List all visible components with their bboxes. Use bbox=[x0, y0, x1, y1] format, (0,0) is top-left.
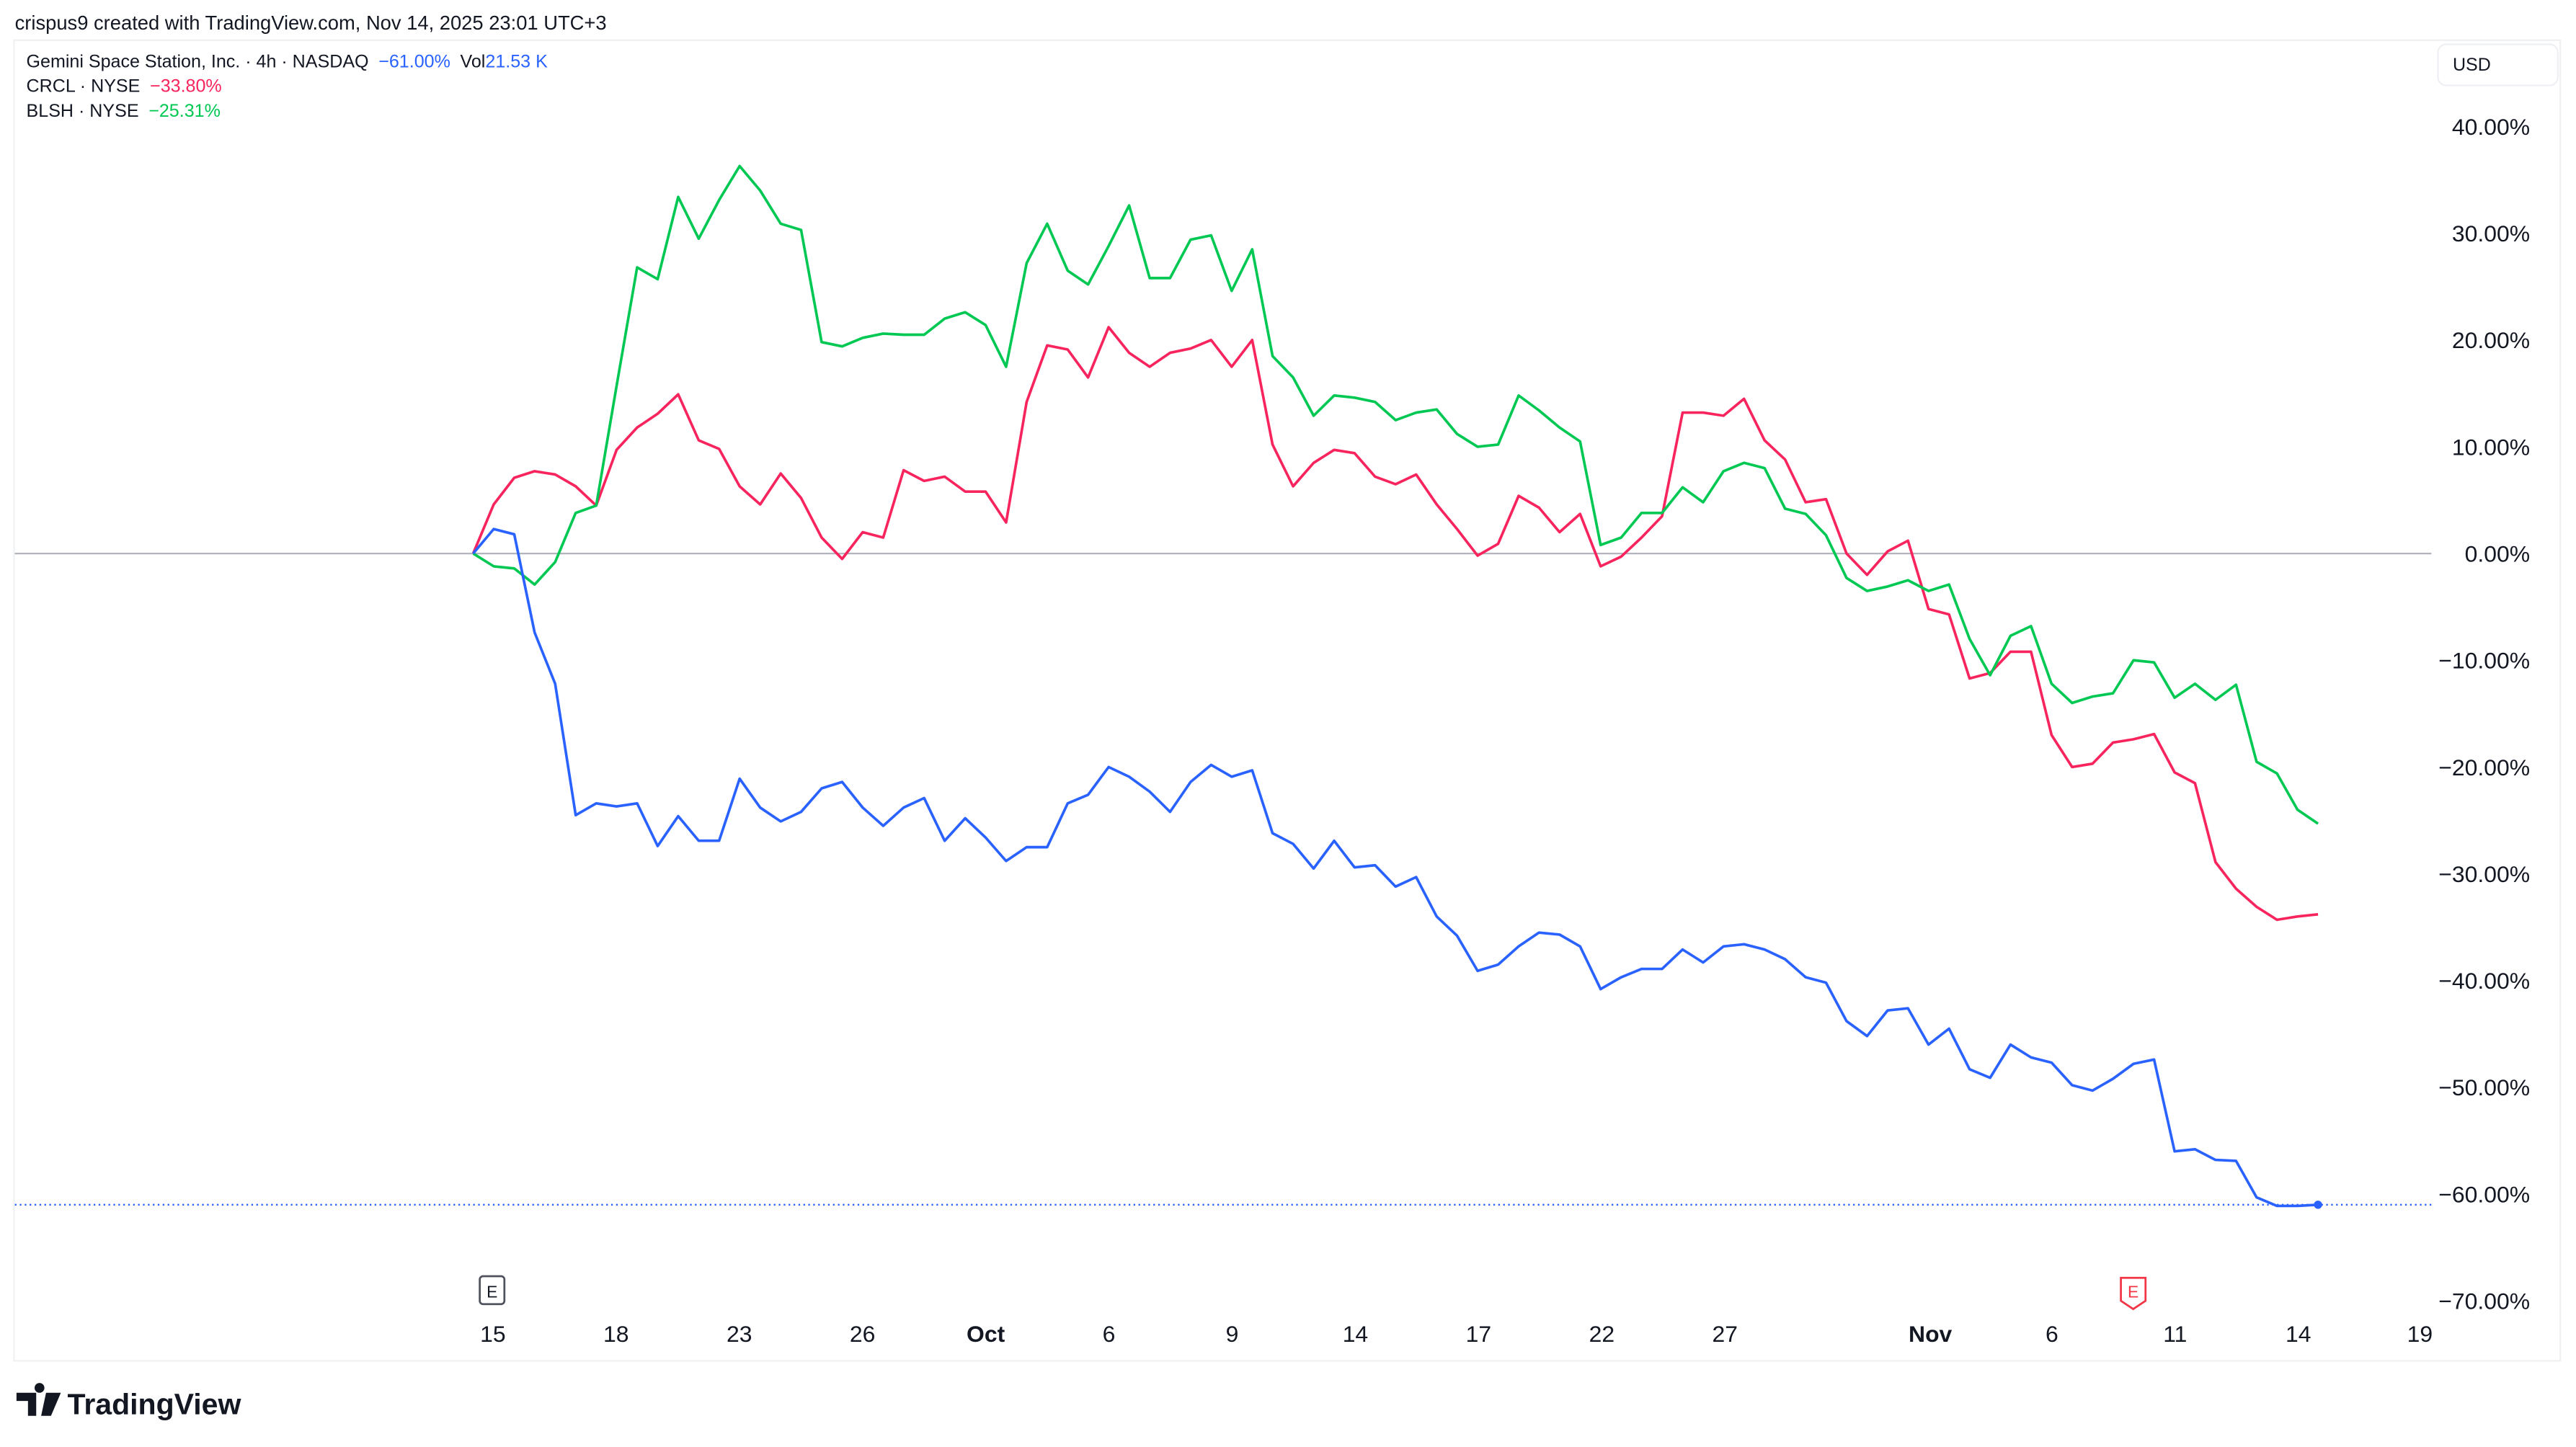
y-tick-label: −20.00% bbox=[2438, 754, 2530, 780]
x-tick-label: 14 bbox=[2286, 1321, 2311, 1347]
legend-main-name: Gemini Space Station, Inc. · 4h · NASDAQ bbox=[27, 51, 369, 71]
x-tick-label: 23 bbox=[727, 1321, 752, 1347]
y-tick-label: 10.00% bbox=[2452, 434, 2530, 460]
x-tick-label: Oct bbox=[967, 1321, 1005, 1347]
x-tick-label: 11 bbox=[2163, 1321, 2187, 1347]
x-tick-label: 6 bbox=[1103, 1321, 1116, 1347]
currency-label: USD bbox=[2453, 55, 2491, 75]
y-tick-label: 0.00% bbox=[2465, 540, 2530, 566]
tradingview-logo[interactable]: TradingView bbox=[16, 1383, 241, 1420]
last-point-marker bbox=[2314, 1201, 2322, 1209]
y-tick-label: −50.00% bbox=[2438, 1074, 2530, 1100]
legend-vol-value: 21.53 K bbox=[485, 51, 548, 71]
x-tick-label: 26 bbox=[850, 1321, 875, 1347]
y-tick-label: −10.00% bbox=[2438, 648, 2530, 674]
x-tick-label: Nov bbox=[1909, 1321, 1953, 1347]
legend: Gemini Space Station, Inc. · 4h · NASDAQ… bbox=[27, 51, 548, 120]
x-tick-label: 14 bbox=[1343, 1321, 1368, 1347]
y-tick-label: 30.00% bbox=[2452, 221, 2530, 246]
earnings-marker-1[interactable]: E bbox=[479, 1275, 506, 1306]
price-axis[interactable]: 40.00% 30.00% 20.00% 10.00% 0.00% −10.00% −20.… bbox=[2438, 114, 2530, 1314]
legend-crcl[interactable]: CRCL · NYSE −33.80% bbox=[27, 76, 222, 97]
legend-crcl-name: CRCL · NYSE bbox=[27, 76, 141, 97]
y-tick-label: 20.00% bbox=[2452, 327, 2530, 353]
earnings-marker-2[interactable]: E bbox=[2120, 1276, 2147, 1311]
x-tick-label: 27 bbox=[1713, 1321, 1738, 1347]
x-tick-label: 9 bbox=[1226, 1321, 1239, 1347]
y-tick-label: 40.00% bbox=[2452, 114, 2530, 140]
y-tick-label: −30.00% bbox=[2438, 861, 2530, 887]
x-tick-label: 17 bbox=[1466, 1321, 1491, 1347]
legend-crcl-change: −33.80% bbox=[150, 76, 222, 97]
y-tick-label: −40.00% bbox=[2438, 968, 2530, 994]
series-line-gemini bbox=[472, 527, 2319, 1208]
series-line-blsh bbox=[472, 164, 2319, 825]
x-tick-label: 6 bbox=[2046, 1321, 2058, 1347]
x-tick-label: 15 bbox=[480, 1321, 505, 1347]
legend-blsh-name: BLSH · NYSE bbox=[27, 101, 139, 121]
legend-blsh[interactable]: BLSH · NYSE −25.31% bbox=[27, 101, 221, 121]
chart-panel bbox=[13, 39, 2562, 1362]
x-tick-label: 22 bbox=[1589, 1321, 1615, 1347]
series-group bbox=[471, 164, 2322, 1209]
x-tick-label: 19 bbox=[2407, 1321, 2433, 1347]
y-tick-label: −60.00% bbox=[2438, 1181, 2530, 1207]
tradingview-logo-icon bbox=[16, 1383, 61, 1416]
x-tick-label: 18 bbox=[603, 1321, 629, 1347]
y-tick-label: −70.00% bbox=[2438, 1288, 2530, 1314]
currency-button[interactable]: USD bbox=[2437, 43, 2559, 86]
series-line-crcl bbox=[471, 326, 2319, 922]
time-axis[interactable]: 15 18 23 26 Oct 6 9 14 17 22 27 Nov 6 11 14 19 bbox=[480, 1321, 2433, 1347]
legend-vol-label: Vol bbox=[461, 51, 486, 71]
tradingview-logo-text: TradingView bbox=[68, 1387, 241, 1420]
earnings-label-1: E bbox=[487, 1283, 497, 1301]
earnings-label-2: E bbox=[2128, 1283, 2138, 1301]
legend-blsh-change: −25.31% bbox=[148, 101, 221, 121]
header-credit: crispus9 created with TradingView.com, N… bbox=[15, 12, 607, 34]
legend-main[interactable]: Gemini Space Station, Inc. · 4h · NASDAQ… bbox=[27, 51, 548, 71]
legend-main-change: −61.00% bbox=[378, 51, 450, 71]
